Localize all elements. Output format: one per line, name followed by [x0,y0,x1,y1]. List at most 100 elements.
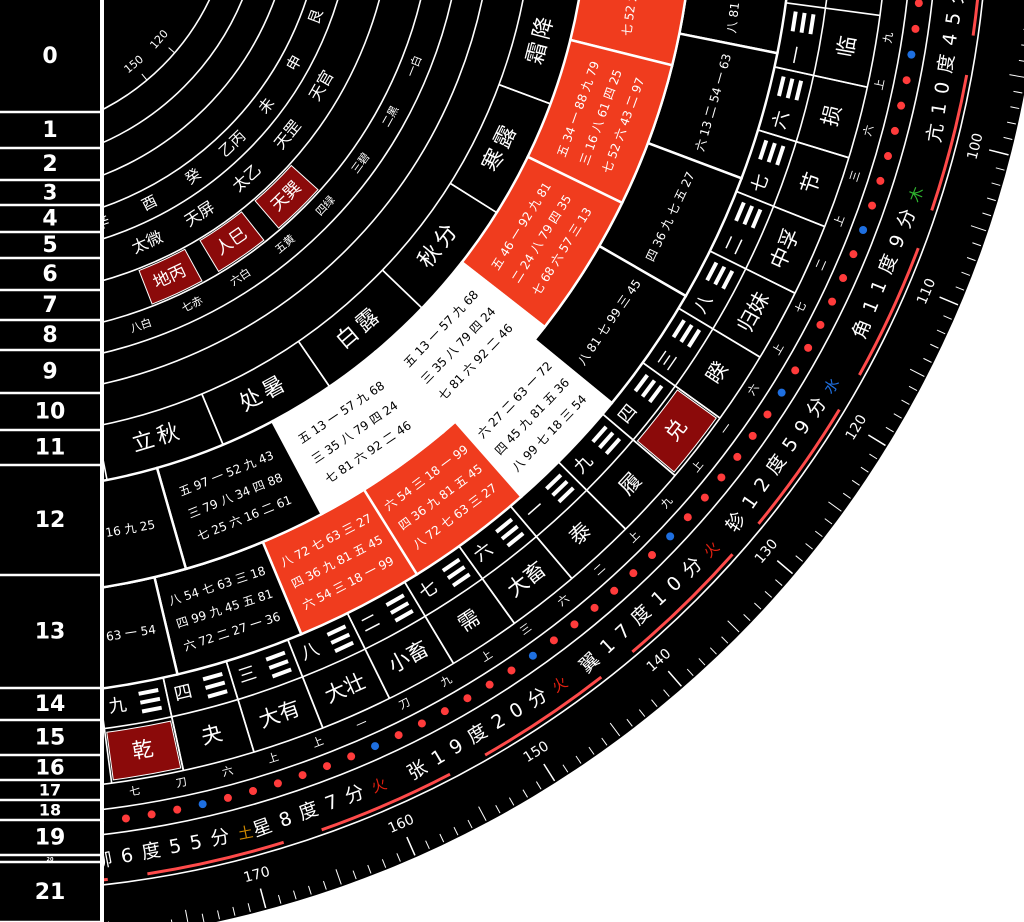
index-label: 13 [35,620,66,645]
ring-dot [549,636,558,645]
degree-tick [259,888,267,909]
index-label: 4 [42,207,57,232]
ring-dot [890,126,899,135]
minor-tick [923,357,932,363]
inner-degree-tick [141,73,148,81]
ring-dot [804,343,813,352]
trigram-bar [721,269,735,290]
ring-dot [907,50,916,59]
minor-tick [663,689,670,697]
minor-tick [970,225,987,232]
minor-tick [638,709,646,717]
trigram-bar [334,640,355,653]
minor-tick [508,797,515,806]
ring-dot [897,101,906,110]
degree-tick [867,434,886,447]
minor-tick [930,343,939,349]
ring-dot [485,680,494,689]
yao-label: 上 [266,750,280,766]
index-label: 3 [43,181,58,205]
ring-dot [683,513,692,522]
minor-tick [686,668,694,677]
minor-tick [943,315,952,320]
ring-dot [748,431,757,440]
hexagram-divider [757,129,850,159]
index-label: 17 [39,781,61,800]
degree-tick [988,149,1009,156]
minor-tick [709,647,717,655]
minor-tick [367,864,372,874]
hexagram-name: 乾 [130,736,155,763]
minor-tick [698,658,706,666]
trigram-bar [451,572,471,588]
minor-tick [425,840,430,850]
yao-label: 上 [872,78,887,91]
ring-dot [322,762,331,771]
trigram-bar [794,80,804,101]
trigram-bar [713,265,727,286]
trigram-bar [551,480,569,497]
hexagram-divider [287,639,324,729]
ring-dot [883,152,892,161]
ring-dot [849,250,858,259]
ring-dot [777,388,786,397]
degree-label: 100 [965,132,987,162]
index-label: 19 [35,826,66,851]
trigram-bar [687,328,702,348]
ring-dot [173,805,182,814]
trigram-bar [138,688,159,696]
mountain-box [254,164,319,229]
hexagram-divider [225,661,255,753]
inner-degree-tick [168,47,176,54]
index-label: 12 [35,508,66,533]
ring-dot [868,201,877,210]
ring-dot [570,620,579,629]
hexagram-divider [678,307,761,358]
minor-tick [609,722,621,737]
trigram-bar [207,689,228,699]
minor-tick [453,826,459,836]
trigram-bar [758,139,769,160]
minor-tick [814,530,823,538]
minor-tick [439,833,445,843]
index-label: 0 [42,44,57,69]
index-label: 6 [42,262,57,287]
trigram-bar [330,632,351,645]
yao-label: 六 [861,124,876,138]
minor-tick [961,271,971,276]
ring-dot [590,603,599,612]
minor-tick [986,197,996,202]
ring-dot [417,719,426,728]
term-divider [201,393,224,446]
ring-dot [911,24,920,33]
degree-tick [939,296,959,306]
trigram-bar [705,261,719,282]
trigram-bar [808,14,816,35]
yao-label: 七 [128,784,141,799]
ring-dot [717,473,726,482]
index-label: 7 [42,293,57,318]
index-label: 11 [35,436,66,461]
hexagram-highlight [106,720,182,781]
degree-label: 170 [242,864,272,886]
index-border [100,0,104,922]
trigram-bar [389,601,410,615]
yao-label: 九 [881,31,896,44]
hexagram-divider [162,677,185,771]
ring-dot [121,814,130,823]
term-divider [449,182,498,214]
minor-tick [754,602,762,610]
hexagram-divider [602,413,676,477]
trigram-bar [799,12,807,34]
minor-tick [201,913,205,922]
trigram-bar [441,557,461,573]
ring-dot [666,532,675,541]
minor-tick [232,906,236,916]
ring-dot [700,493,709,502]
yao-label: 一 [354,716,369,732]
ring-dot [507,666,516,675]
hexagram-divider [557,461,627,530]
minor-tick [185,909,189,922]
ring-dot [902,76,911,85]
